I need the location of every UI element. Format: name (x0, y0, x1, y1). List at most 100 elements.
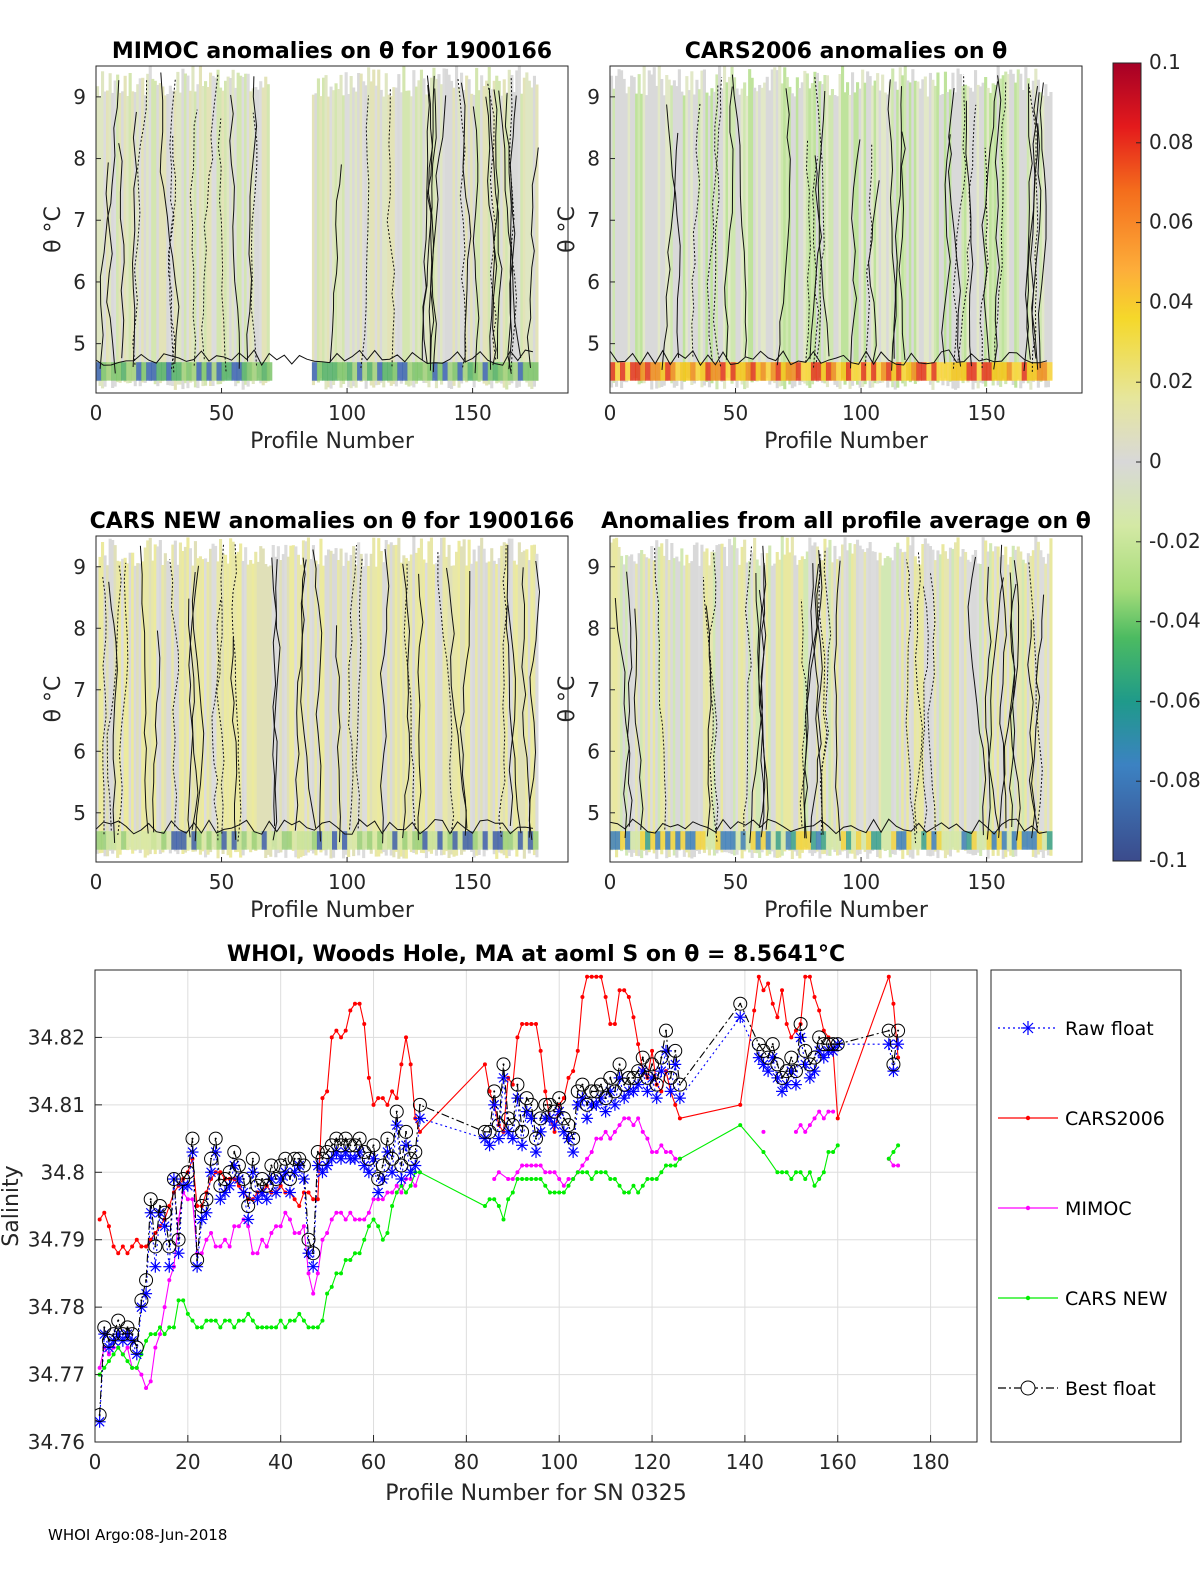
data-point (673, 1092, 686, 1105)
data-point (385, 1190, 390, 1195)
x-tick-label: 0 (604, 401, 617, 425)
data-point (886, 974, 891, 979)
colorbar-tick-label: -0.08 (1149, 768, 1200, 792)
main-y-axis-label: Salinity (0, 1165, 24, 1246)
legend-item: Raw float (998, 1018, 1154, 1040)
data-point (357, 1217, 362, 1222)
data-point (246, 1166, 259, 1179)
panel-frame (609, 535, 1083, 863)
data-point (524, 1177, 529, 1182)
data-point (612, 1021, 617, 1026)
data-point (134, 1237, 139, 1242)
data-point (636, 1042, 641, 1047)
main-title: WHOI, Woods Hole, MA at aoml S on θ = 8.… (227, 942, 845, 967)
data-point (399, 1124, 414, 1139)
data-point (399, 1190, 404, 1195)
data-point (524, 1097, 539, 1112)
data-point (287, 1318, 292, 1323)
y-tick-label: 8 (587, 147, 600, 171)
data-point (529, 1021, 534, 1026)
data-point (306, 1190, 311, 1195)
data-point (297, 1230, 302, 1235)
data-point (520, 1177, 525, 1182)
data-point (524, 1163, 529, 1168)
colorbar-tick-label: -0.1 (1149, 848, 1188, 872)
data-point (807, 1123, 812, 1128)
data-point (794, 1031, 807, 1044)
x-tick-label: 0 (90, 870, 103, 894)
data-point (404, 1035, 409, 1040)
data-point (236, 1318, 241, 1323)
data-point (817, 1008, 822, 1013)
data-point (640, 1070, 655, 1085)
data-point (817, 1109, 822, 1114)
data-point (199, 1192, 214, 1207)
data-point (784, 1170, 789, 1175)
series-raw-float (95, 1011, 905, 1428)
data-point (222, 1237, 227, 1242)
data-point (139, 1372, 144, 1377)
data-point (348, 1210, 353, 1215)
data-point (157, 1332, 162, 1337)
data-point (320, 1318, 325, 1323)
data-point (171, 1325, 176, 1330)
x-tick-label: 0 (90, 401, 103, 425)
data-point (617, 1183, 622, 1188)
data-point (366, 1210, 371, 1215)
panel-title: CARS NEW anomalies on θ for 1900166 (90, 509, 575, 534)
data-point (487, 1084, 502, 1099)
data-point (366, 1224, 371, 1229)
data-point (789, 1177, 794, 1182)
data-point (190, 1252, 205, 1267)
data-point (575, 1170, 580, 1175)
data-point (297, 1204, 302, 1208)
data-point (129, 1340, 144, 1355)
data-point (538, 1097, 553, 1112)
data-point (492, 1197, 497, 1202)
data-point (245, 1151, 260, 1166)
data-point (598, 974, 603, 979)
legend-label: Raw float (1065, 1018, 1154, 1040)
data-point (250, 1251, 255, 1256)
data-point (618, 1092, 631, 1105)
y-tick-label: 7 (73, 678, 86, 702)
data-point (668, 1163, 673, 1168)
data-point (789, 1035, 794, 1040)
data-point (547, 1190, 552, 1195)
data-point (139, 1244, 144, 1249)
colorbar-tick-label: 0.06 (1149, 210, 1194, 234)
data-point (297, 1311, 302, 1316)
data-point (157, 1205, 172, 1220)
data-point (282, 1172, 297, 1187)
data-point (144, 1386, 149, 1391)
data-point (362, 1166, 375, 1179)
data-point (325, 1291, 330, 1296)
data-point (594, 974, 599, 979)
data-point (677, 1156, 682, 1161)
data-point (259, 1178, 274, 1193)
data-point (886, 1057, 901, 1072)
data-point (236, 1224, 241, 1229)
data-point (766, 981, 771, 986)
data-point (598, 1136, 603, 1141)
data-point (153, 1332, 158, 1337)
data-point (668, 1150, 673, 1155)
series-line (99, 1110, 899, 1390)
data-point (533, 1111, 548, 1126)
data-point (362, 1021, 367, 1026)
data-point (255, 1251, 260, 1256)
data-point (650, 1177, 655, 1182)
data-point (770, 1001, 775, 1006)
data-point (399, 1062, 404, 1067)
x-tick-label: 50 (209, 870, 234, 894)
x-tick-label: 100 (842, 401, 880, 425)
data-point (552, 1190, 557, 1195)
contour-lines (95, 544, 541, 844)
data-point (510, 1077, 525, 1092)
data-point (831, 1109, 836, 1114)
data-point (269, 1230, 274, 1235)
data-point (362, 1217, 367, 1222)
data-point (148, 1379, 153, 1384)
data-point (650, 1150, 655, 1155)
data-point (315, 1197, 320, 1202)
